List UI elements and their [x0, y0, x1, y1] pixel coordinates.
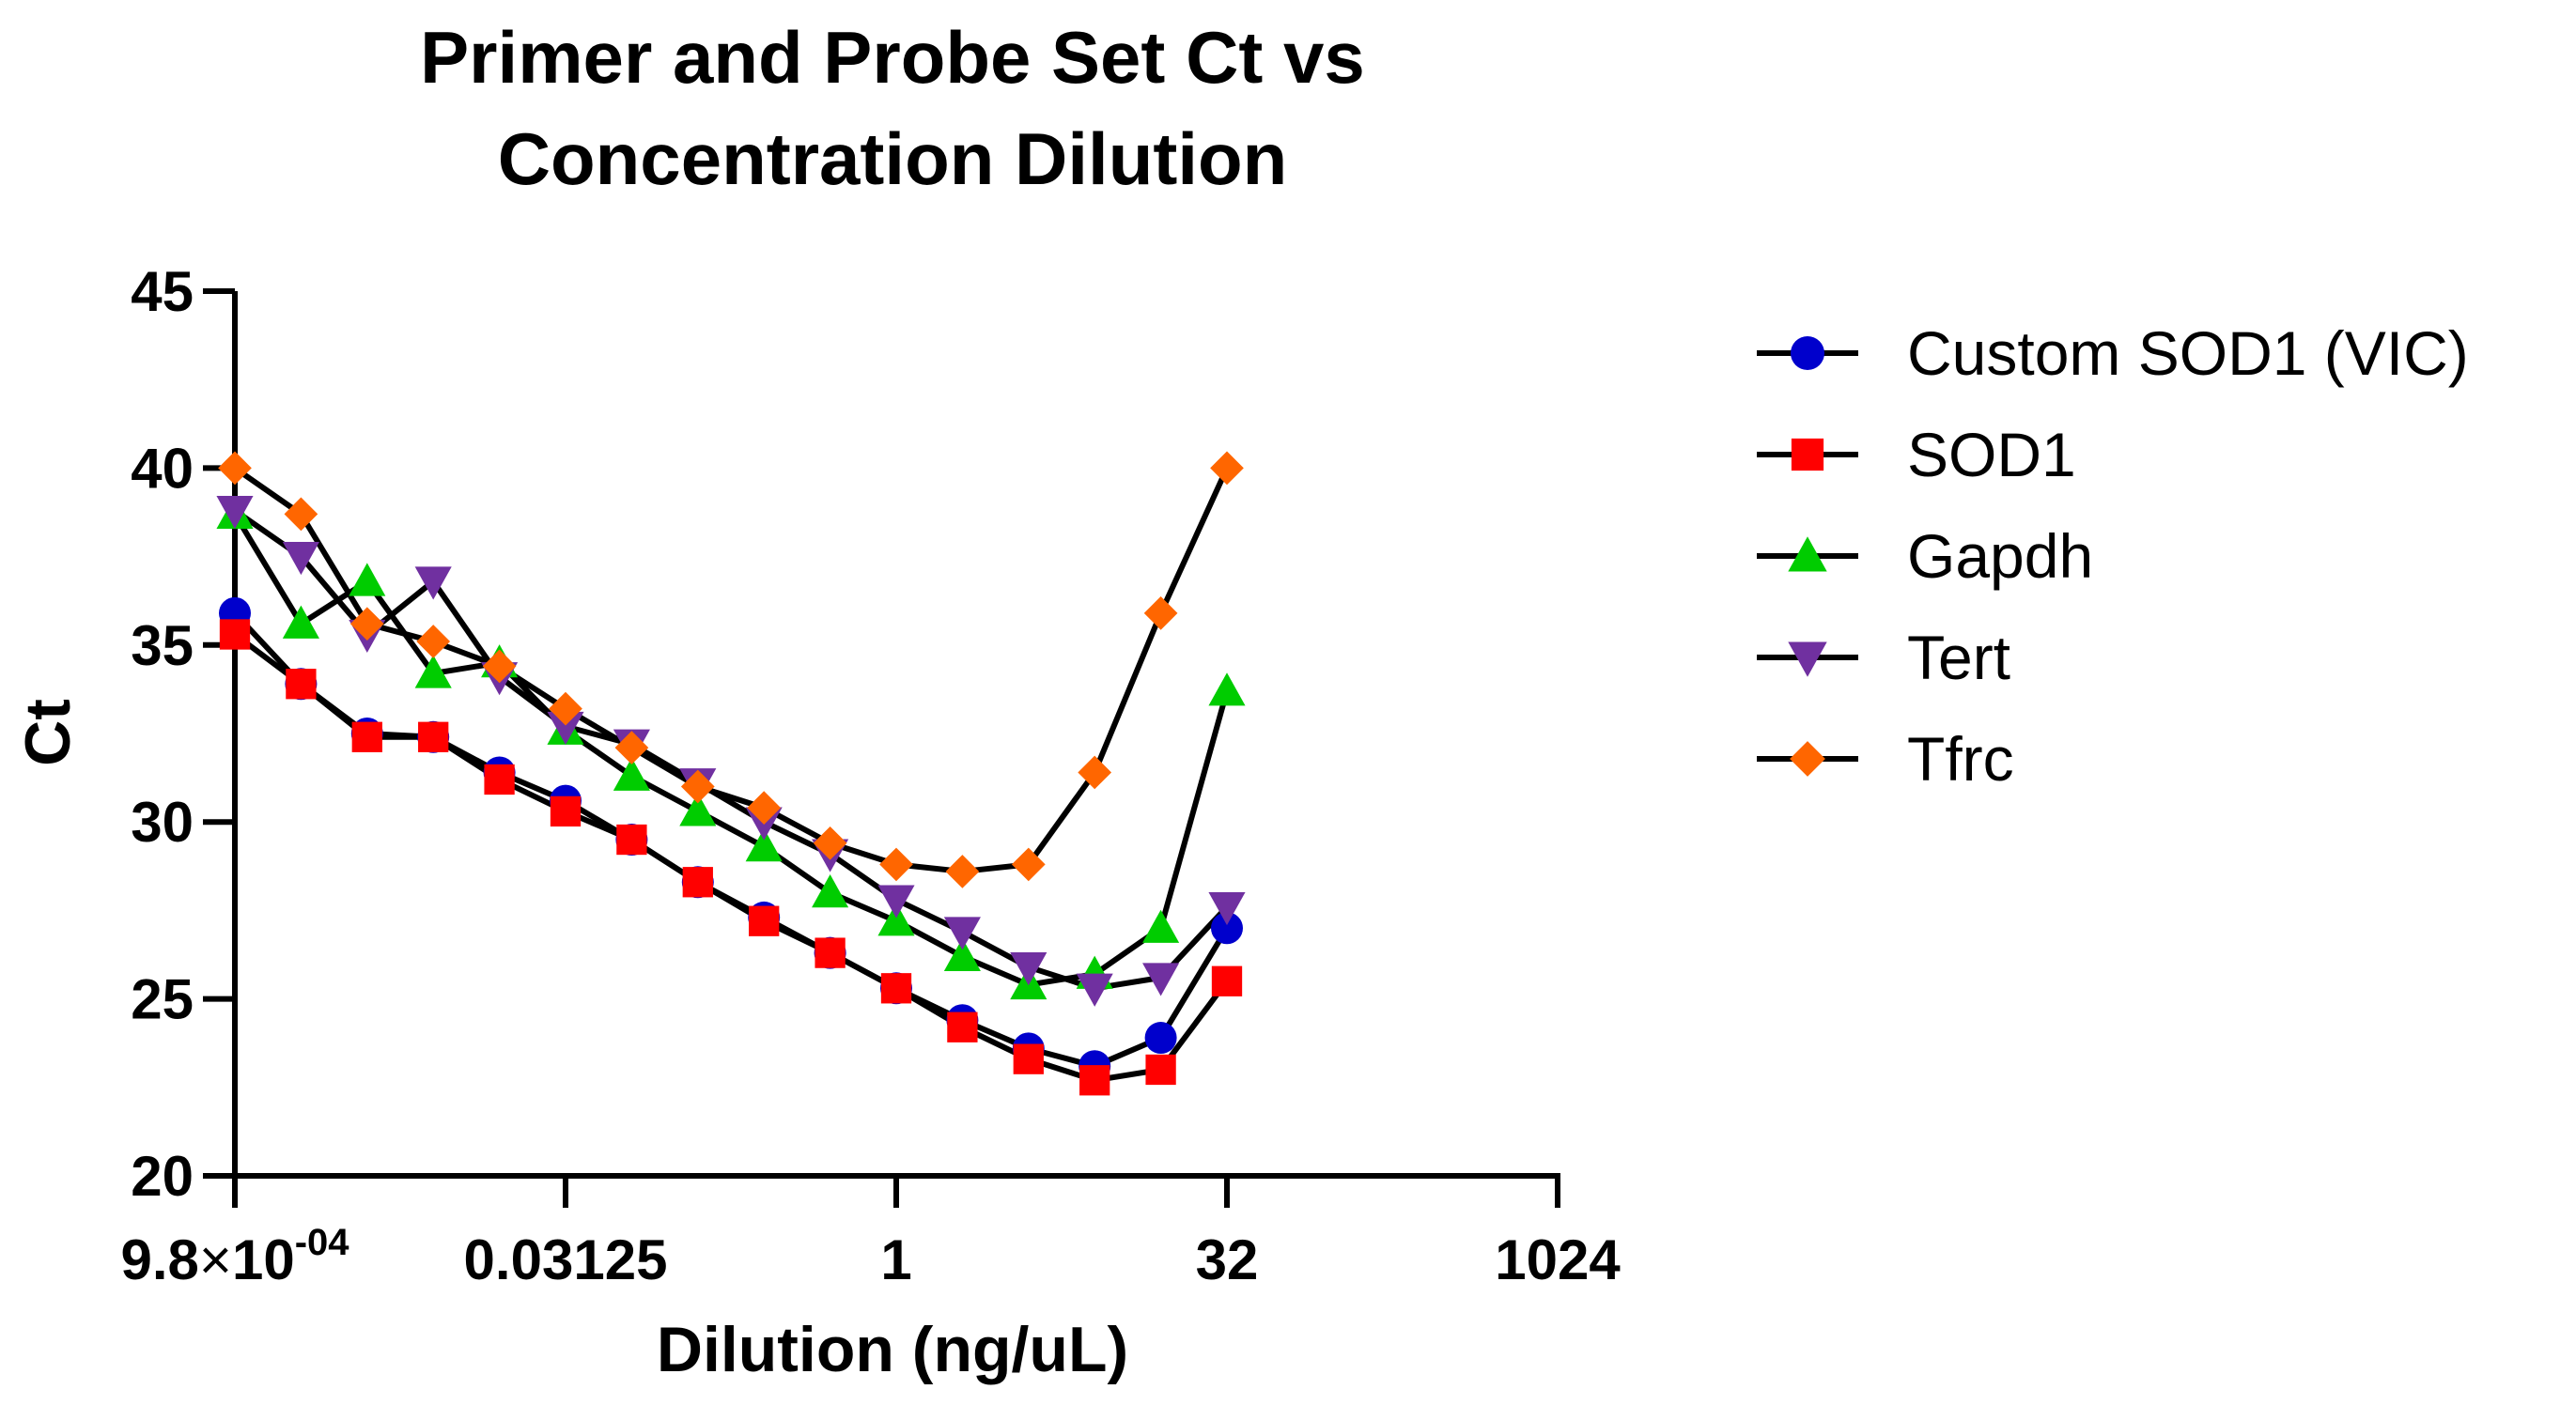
legend-marker — [1791, 336, 1824, 370]
legend-marker — [1788, 536, 1827, 572]
legend: Custom SOD1 (VIC) SOD1 Gapdh Tert Tfrc — [1757, 318, 2469, 794]
series-line-3 — [233, 508, 1230, 992]
data-point-series-4 — [1011, 847, 1046, 882]
data-point-series-4 — [1210, 451, 1244, 486]
legend-marker — [1788, 641, 1827, 677]
data-point-series-4 — [349, 607, 384, 641]
y-tick-label: 25 — [131, 968, 194, 1031]
data-point-series-4 — [1078, 755, 1112, 790]
data-point-series-2 — [349, 563, 386, 596]
series-line-2 — [232, 512, 1230, 988]
data-point-series-1 — [418, 721, 449, 752]
legend-item: Gapdh — [1757, 521, 2093, 591]
data-point-series-0 — [1144, 1022, 1177, 1055]
x-tick-label: 1024 — [1495, 1228, 1621, 1291]
legend-marker — [1791, 438, 1824, 471]
data-point-series-0 — [1211, 912, 1243, 945]
data-point-series-4 — [680, 769, 715, 804]
data-point-series-3 — [216, 495, 254, 530]
x-tick-base: 10 — [232, 1228, 295, 1291]
data-point-series-1 — [1013, 1043, 1044, 1074]
data-point-series-1 — [1211, 965, 1243, 996]
data-point-series-4 — [813, 826, 847, 860]
data-point-series-1 — [550, 795, 582, 827]
legend-label: Tert — [1907, 623, 2010, 692]
data-point-series-2 — [282, 605, 319, 639]
data-point-series-2 — [679, 793, 717, 826]
data-point-series-1 — [815, 937, 846, 968]
legend-label: Custom SOD1 (VIC) — [1907, 318, 2469, 388]
data-point-series-4 — [549, 691, 582, 726]
y-axis-label: Ct — [12, 699, 84, 766]
x-tick-exponent: -04 — [295, 1222, 350, 1263]
data-point-series-1 — [749, 905, 780, 936]
data-point-series-3 — [1208, 891, 1246, 926]
data-point-series-1 — [351, 721, 382, 752]
x-tick-label: 1 — [880, 1228, 911, 1291]
data-point-series-3 — [1142, 963, 1180, 996]
data-point-series-2 — [1142, 909, 1180, 943]
chart-title-line-2: Concentration Dilution — [498, 117, 1288, 200]
series-line-4 — [233, 465, 1230, 874]
x-tick-label: 0.03125 — [464, 1228, 668, 1291]
legend-item: Custom SOD1 (VIC) — [1757, 318, 2469, 388]
data-point-series-1 — [1079, 1065, 1110, 1096]
data-point-series-3 — [1010, 952, 1047, 986]
y-tick-label: 45 — [131, 260, 194, 323]
data-point-series-2 — [877, 903, 915, 936]
legend-label: Gapdh — [1907, 521, 2093, 591]
legend-marker — [1790, 741, 1825, 777]
data-point-series-2 — [943, 937, 981, 972]
data-point-series-1 — [682, 867, 713, 898]
y-tick-label: 20 — [131, 1145, 194, 1208]
chart-title-line-1: Primer and Probe Set Ct vs — [420, 16, 1365, 99]
data-point-series-4 — [218, 451, 252, 486]
data-point-series-1 — [880, 973, 912, 1004]
x-tick-mantissa: 9.8 — [120, 1228, 198, 1291]
data-point-series-3 — [547, 711, 584, 746]
y-tick-label: 30 — [131, 791, 194, 854]
data-point-series-2 — [745, 828, 783, 862]
series-line-0 — [232, 610, 1230, 1070]
data-point-series-4 — [1143, 596, 1178, 630]
data-point-series-4 — [614, 731, 649, 764]
data-point-series-1 — [484, 764, 515, 795]
y-tick-label: 40 — [131, 437, 194, 500]
y-tick-label: 35 — [131, 614, 194, 677]
series-line-1 — [233, 632, 1230, 1084]
x-tick-label: 32 — [1196, 1228, 1259, 1291]
data-point-series-4 — [284, 497, 318, 532]
x-axis-label: Dilution (ng/uL) — [657, 1314, 1128, 1385]
data-point-series-4 — [747, 791, 782, 825]
x-tick-times: × — [199, 1228, 232, 1291]
data-point-series-2 — [414, 655, 452, 688]
legend-label: SOD1 — [1907, 420, 2076, 489]
data-point-series-3 — [282, 541, 319, 576]
data-point-series-4 — [945, 855, 980, 888]
data-point-series-1 — [616, 824, 647, 856]
data-point-series-2 — [812, 874, 849, 908]
plot-area: 20 25 30 35 40 45 9.8×10-04 0.03125 1 32 1024 — [120, 260, 1621, 1291]
data-point-series-1 — [947, 1011, 978, 1042]
data-point-series-2 — [1208, 672, 1246, 706]
data-point-series-3 — [1076, 973, 1113, 1007]
data-point-series-3 — [877, 885, 915, 919]
data-point-series-3 — [414, 566, 452, 600]
data-point-series-4 — [879, 847, 913, 882]
data-point-series-2 — [613, 757, 650, 791]
data-point-series-1 — [286, 669, 317, 700]
data-point-series-4 — [482, 649, 517, 684]
data-point-series-1 — [219, 619, 251, 650]
legend-label: Tfrc — [1907, 724, 2014, 794]
data-point-series-4 — [416, 625, 451, 658]
legend-item: SOD1 — [1757, 420, 2076, 489]
data-point-series-3 — [943, 917, 981, 950]
legend-item: Tert — [1757, 623, 2010, 692]
data-point-series-1 — [1145, 1054, 1176, 1086]
legend-item: Tfrc — [1757, 724, 2014, 794]
x-tick-label: 9.8×10-04 — [120, 1222, 349, 1291]
